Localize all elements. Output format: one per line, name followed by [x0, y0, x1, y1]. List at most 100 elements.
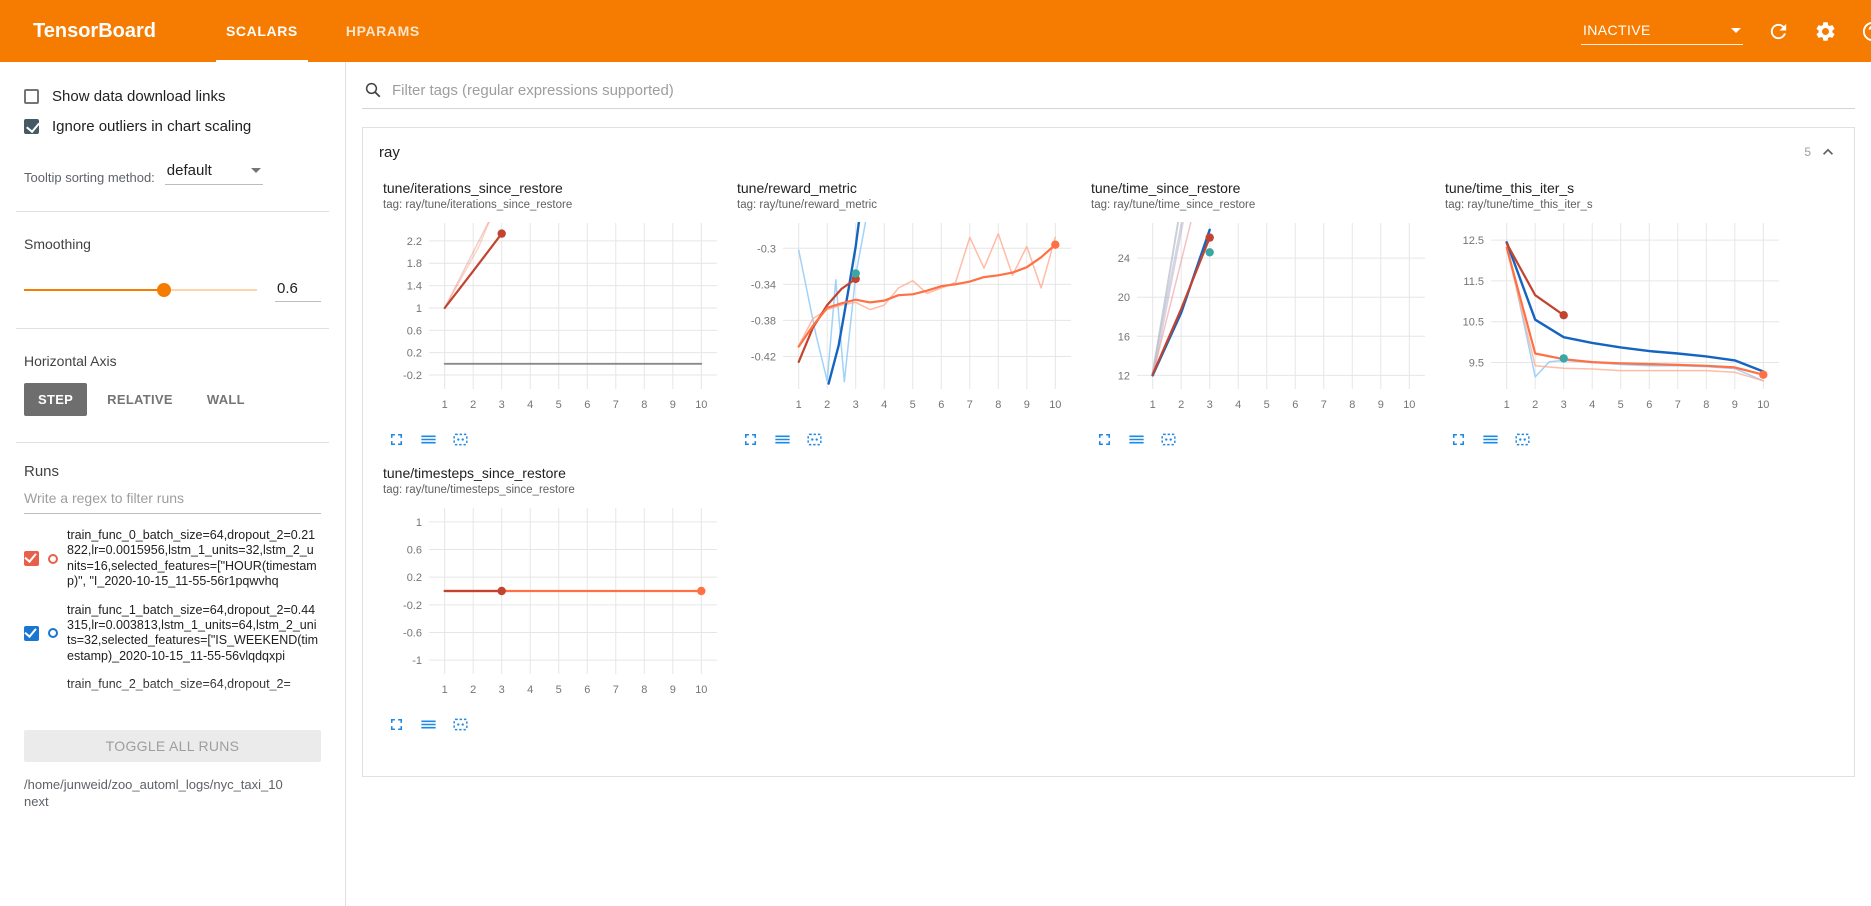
app-title: TensorBoard [33, 19, 156, 42]
checkbox-label: Ignore outliers in chart scaling [52, 118, 252, 135]
svg-text:-0.2: -0.2 [403, 600, 422, 612]
chart-plot: -1 -0.6 -0.2 0.2 0.6 1 1 2 3 4 5 6 7 8 9 10 [403, 508, 717, 696]
run-checkbox[interactable] [24, 625, 39, 641]
svg-text:5: 5 [1264, 399, 1270, 411]
svg-text:5: 5 [556, 399, 562, 411]
chart-footer [1445, 430, 1789, 449]
run-color-radio[interactable] [48, 553, 58, 564]
help-icon[interactable] [1861, 20, 1871, 43]
run-checkbox[interactable] [24, 551, 39, 567]
smoothing-label: Smoothing [24, 236, 91, 252]
checkbox-checked-icon[interactable] [24, 119, 39, 134]
svg-text:9: 9 [670, 399, 676, 411]
svg-text:2: 2 [470, 684, 476, 696]
divider [16, 328, 329, 329]
axis-wall-button[interactable]: WALL [193, 383, 259, 416]
chart-footer [737, 430, 1081, 449]
pin-selector-icon[interactable] [451, 715, 470, 734]
ignore-outliers-checkbox[interactable]: Ignore outliers in chart scaling [24, 118, 321, 135]
tag-group-card: ray 5 tune/iterations_since_restore tag: … [362, 127, 1855, 777]
pin-selector-icon[interactable] [805, 430, 824, 449]
expand-chart-icon[interactable] [741, 430, 760, 449]
chevron-up-icon[interactable] [1818, 142, 1838, 162]
svg-text:6: 6 [1292, 399, 1298, 411]
run-color-radio[interactable] [48, 628, 58, 639]
expand-chart-icon[interactable] [1449, 430, 1468, 449]
smoothing-value-input[interactable]: 0.6 [275, 278, 321, 302]
run-item[interactable]: train_func_1_batch_size=64,dropout_2=0.4… [24, 603, 321, 665]
svg-text:1.4: 1.4 [407, 281, 422, 293]
svg-text:4: 4 [1235, 399, 1241, 411]
slider-thumb[interactable] [156, 283, 171, 297]
svg-text:5: 5 [910, 399, 916, 411]
pin-selector-icon[interactable] [451, 430, 470, 449]
pin-selector-icon[interactable] [1159, 430, 1178, 449]
svg-text:6: 6 [584, 684, 590, 696]
runs-filter-input[interactable] [24, 480, 321, 514]
svg-text:9: 9 [670, 684, 676, 696]
chart-footer [383, 715, 727, 734]
chart-count: 5 [1804, 145, 1811, 159]
show-download-links-checkbox[interactable]: Show data download links [24, 88, 321, 105]
toggle-all-runs-button[interactable]: TOGGLE ALL RUNS [24, 730, 321, 762]
smoothing-slider[interactable] [24, 283, 257, 297]
data-lines-icon[interactable] [1481, 430, 1500, 449]
svg-text:0.2: 0.2 [407, 348, 422, 360]
divider [16, 211, 329, 212]
refresh-icon[interactable] [1767, 20, 1790, 43]
data-lines-icon[interactable] [419, 430, 438, 449]
svg-text:3: 3 [499, 684, 505, 696]
svg-text:10: 10 [1757, 399, 1769, 411]
svg-text:8: 8 [641, 684, 647, 696]
chart-card: tune/time_this_iter_s tag: ray/tune/time_… [1445, 180, 1789, 449]
run-label: train_func_0_batch_size=64,dropout_2=0.2… [67, 528, 317, 589]
run-item[interactable]: train_func_0_batch_size=64,dropout_2=0.2… [24, 528, 321, 590]
data-lines-icon[interactable] [773, 430, 792, 449]
data-lines-icon[interactable] [419, 715, 438, 734]
status-dropdown[interactable]: INACTIVE [1581, 17, 1743, 45]
svg-text:-0.3: -0.3 [757, 243, 776, 255]
svg-text:-0.6: -0.6 [403, 628, 422, 640]
axis-step-button[interactable]: STEP [24, 383, 88, 416]
svg-text:4: 4 [527, 684, 533, 696]
header: TensorBoard SCALARS HPARAMS INACTIVE [0, 0, 1871, 62]
expand-chart-icon[interactable] [387, 715, 406, 734]
tag-filter-input[interactable] [392, 81, 1853, 99]
chart-card: tune/time_since_restore tag: ray/tune/tim… [1091, 180, 1435, 449]
tooltip-sorting-select[interactable]: default [164, 159, 263, 185]
svg-text:20: 20 [1118, 292, 1130, 304]
tooltip-sorting-row: Tooltip sorting method: default [24, 159, 321, 185]
svg-text:7: 7 [1675, 399, 1681, 411]
chart-plot: -0.42 -0.38 -0.34 -0.3 1 2 3 4 5 6 7 8 9 10 [751, 222, 1071, 411]
expand-chart-icon[interactable] [1095, 430, 1114, 449]
data-lines-icon[interactable] [1127, 430, 1146, 449]
horizontal-axis-buttons: STEP RELATIVE WALL [24, 383, 321, 416]
smoothing-control: 0.6 [24, 278, 321, 302]
svg-text:-0.2: -0.2 [403, 370, 422, 382]
pin-selector-icon[interactable] [1513, 430, 1532, 449]
tooltip-sorting-label: Tooltip sorting method: [24, 170, 155, 185]
tab-hparams[interactable]: HPARAMS [345, 23, 420, 39]
run-item[interactable]: train_func_2_batch_size=64,dropout_2= [24, 677, 321, 692]
svg-text:-0.42: -0.42 [751, 352, 776, 364]
svg-text:9: 9 [1378, 399, 1384, 411]
chart-title: tune/time_this_iter_s [1445, 180, 1575, 196]
svg-text:24: 24 [1118, 253, 1130, 265]
chart-title: tune/timesteps_since_restore [383, 465, 566, 481]
top-tabs: SCALARS HPARAMS [202, 0, 444, 62]
tab-scalars[interactable]: SCALARS [202, 0, 322, 62]
dropdown-arrow-icon [250, 168, 261, 173]
checkbox-unchecked-icon[interactable] [24, 89, 39, 104]
svg-text:10.5: 10.5 [1463, 317, 1484, 329]
tag-group-title: ray [379, 143, 400, 161]
svg-text:12.5: 12.5 [1463, 235, 1484, 247]
settings-icon[interactable] [1814, 20, 1837, 43]
tag-group-header[interactable]: ray 5 [363, 128, 1854, 176]
chart-card: tune/reward_metric tag: ray/tune/reward_m… [737, 180, 1081, 449]
expand-chart-icon[interactable] [387, 430, 406, 449]
chart-title: tune/iterations_since_restore [383, 180, 563, 196]
axis-relative-button[interactable]: RELATIVE [93, 383, 187, 416]
main-content: ray 5 tune/iterations_since_restore tag: … [346, 62, 1871, 906]
chart-tag: tag: ray/tune/reward_metric [737, 199, 877, 211]
svg-text:-0.34: -0.34 [751, 279, 776, 291]
